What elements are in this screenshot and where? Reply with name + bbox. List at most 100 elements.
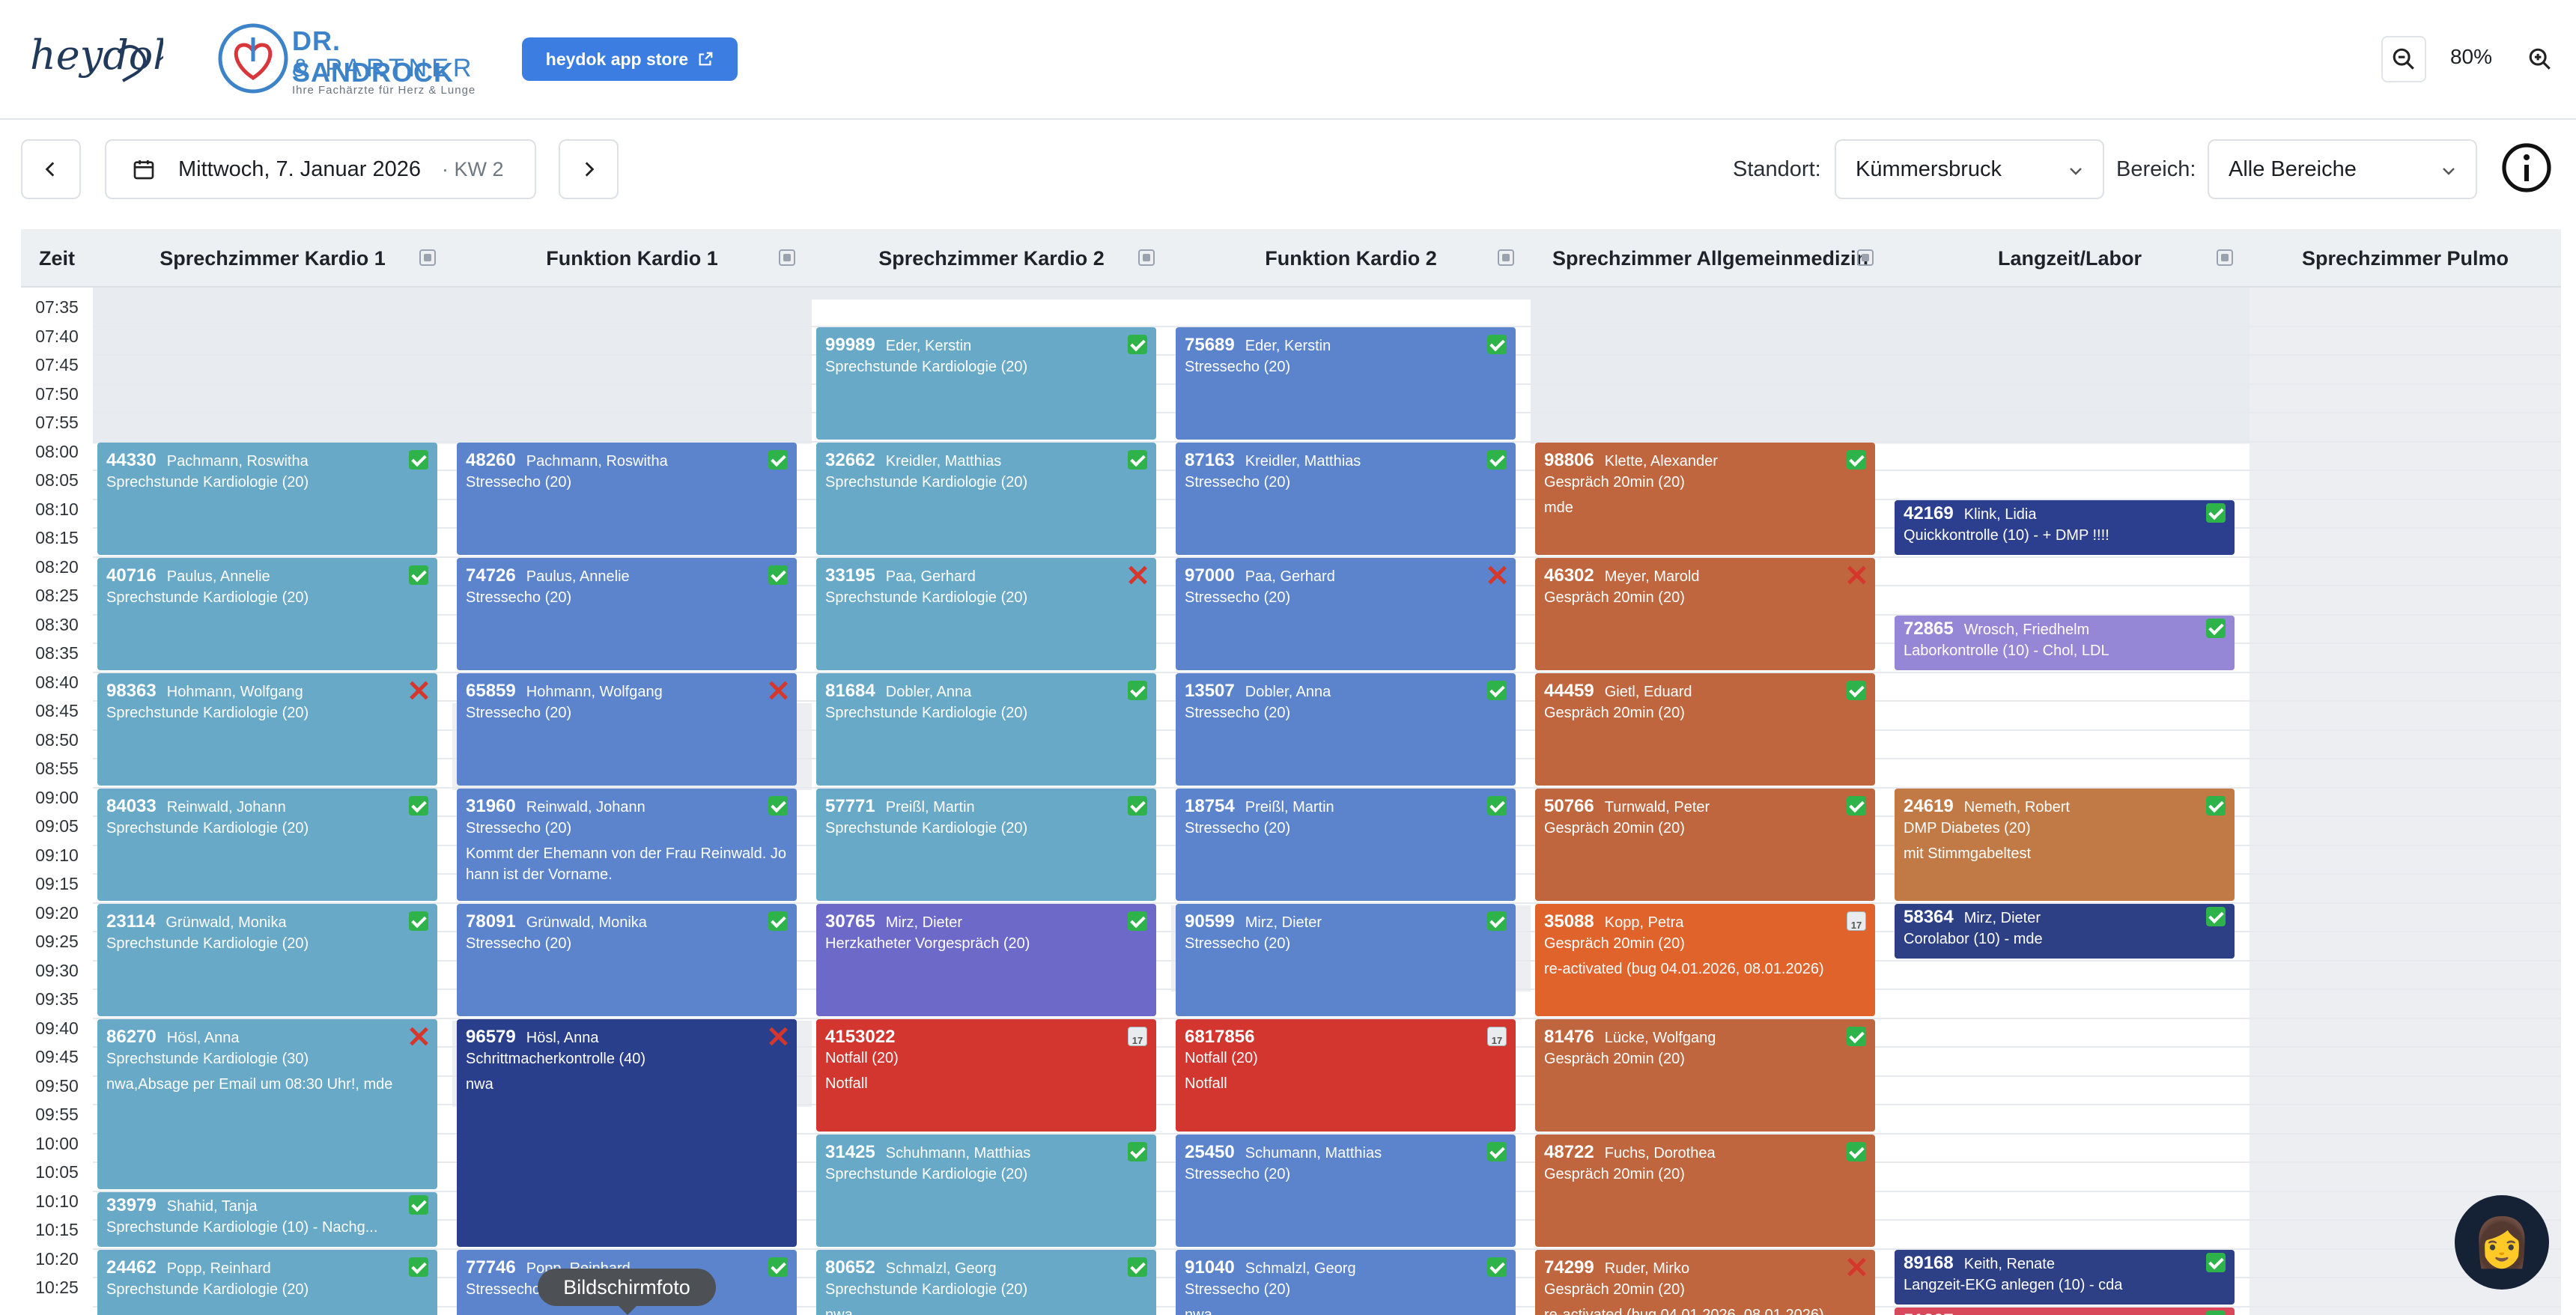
- checkmark-icon[interactable]: [2206, 1252, 2226, 1272]
- appointment-card[interactable]: 65859 Hohmann, Wolfgang Stressecho (20): [457, 672, 797, 786]
- appointment-card[interactable]: 98806 Klette, Alexander Gespräch 20min (20…: [1535, 442, 1875, 555]
- column-header-1[interactable]: Sprechzimmer Kardio 1: [93, 229, 452, 288]
- zoom-out-button[interactable]: [2381, 36, 2426, 82]
- checkmark-icon[interactable]: [2206, 906, 2226, 926]
- cancelled-x-icon[interactable]: [1487, 565, 1507, 585]
- checkmark-icon[interactable]: [2206, 502, 2226, 523]
- zoom-in-button[interactable]: [2518, 36, 2563, 82]
- checkmark-icon[interactable]: [768, 565, 788, 585]
- column-header-7[interactable]: Sprechzimmer Pulmo: [2301, 246, 2509, 270]
- checkmark-icon[interactable]: [1128, 1257, 1147, 1277]
- checkmark-icon[interactable]: [409, 1194, 428, 1215]
- appointment-card[interactable]: 24619 Nemeth, Robert DMP Diabetes (20) mit …: [1895, 788, 2235, 901]
- appointment-card[interactable]: 74726 Paulus, Annelie Stressecho (20): [457, 557, 797, 670]
- appointment-card[interactable]: 99989 Eder, Kerstin Sprechstunde Kardiolog…: [816, 327, 1156, 440]
- checkmark-icon[interactable]: [768, 1257, 788, 1277]
- checkmark-icon[interactable]: [1487, 1257, 1507, 1277]
- appointment-card[interactable]: 90599 Mirz, Dieter Stressecho (20): [1176, 903, 1516, 1016]
- checkmark-icon[interactable]: [768, 449, 788, 470]
- checkmark-icon[interactable]: [1487, 334, 1507, 354]
- column-pin-icon[interactable]: [1498, 249, 1514, 266]
- appointment-card[interactable]: 72865 Wrosch, Friedhelm Laborkontrolle (10…: [1895, 615, 2235, 670]
- column-header-3[interactable]: Sprechzimmer Kardio 2: [812, 229, 1171, 288]
- checkmark-icon[interactable]: [409, 911, 428, 931]
- column-pin-icon[interactable]: [1857, 249, 1874, 266]
- checkmark-icon[interactable]: [1128, 795, 1147, 816]
- appointment-card[interactable]: 33979 Shahid, Tanja Sprechstunde Kardiolog…: [97, 1191, 437, 1247]
- checkmark-icon[interactable]: [409, 449, 428, 470]
- checkmark-icon[interactable]: [1847, 449, 1866, 470]
- appointment-card[interactable]: 91040 Schmalzl, Georg Stressecho (20) nwa: [1176, 1249, 1516, 1315]
- appointment-card[interactable]: 44459 Gietl, Eduard Gespräch 20min (20): [1535, 672, 1875, 786]
- column-pin-icon[interactable]: [1138, 249, 1155, 266]
- next-day-button[interactable]: [559, 139, 619, 199]
- appointment-card[interactable]: 96579 Hösl, Anna Schrittmacherkontrolle (4…: [457, 1018, 797, 1247]
- bereich-select[interactable]: Alle Bereiche: [2208, 139, 2477, 199]
- app-store-button[interactable]: heydok app store: [522, 37, 738, 81]
- column-header-6[interactable]: Langzeit/Labor: [1890, 229, 2250, 288]
- previous-day-button[interactable]: [21, 139, 81, 199]
- appointment-card[interactable]: 48260 Pachmann, Roswitha Stressecho (20): [457, 442, 797, 555]
- column-header-5[interactable]: Sprechzimmer Allgemeinmedizin: [1531, 229, 1890, 288]
- appointment-card[interactable]: 33195 Paa, Gerhard Sprechstunde Kardiologi…: [816, 557, 1156, 670]
- date-picker[interactable]: Mittwoch, 7. Januar 2026 · KW 2: [105, 139, 536, 199]
- checkmark-icon[interactable]: [1487, 911, 1507, 931]
- cancelled-x-icon[interactable]: [1847, 565, 1866, 585]
- column-header-2[interactable]: Funktion Kardio 1: [452, 229, 812, 288]
- checkmark-icon[interactable]: [1487, 680, 1507, 700]
- checkmark-icon[interactable]: [2206, 1310, 2226, 1315]
- standort-select[interactable]: Kümmersbruck: [1835, 139, 2104, 199]
- column-pin-icon[interactable]: [2217, 249, 2233, 266]
- checkmark-icon[interactable]: [1128, 1141, 1147, 1161]
- checkmark-icon[interactable]: [1128, 449, 1147, 470]
- appointment-card[interactable]: 80652 Schmalzl, Georg Sprechstunde Kardiol…: [816, 1249, 1156, 1315]
- cancelled-x-icon[interactable]: [409, 1027, 428, 1046]
- appointment-card[interactable]: 74299 Ruder, Mirko Gespräch 20min (20) re-a…: [1535, 1249, 1875, 1315]
- appointment-card[interactable]: 23114 Grünwald, Monika Sprechstunde Kardio…: [97, 903, 437, 1016]
- checkmark-icon[interactable]: [409, 565, 428, 585]
- checkmark-icon[interactable]: [1847, 795, 1866, 816]
- checkmark-icon[interactable]: [2206, 795, 2226, 816]
- appointment-card[interactable]: 81476 Lücke, Wolfgang Gespräch 20min (20): [1535, 1018, 1875, 1132]
- column-pin-icon[interactable]: [419, 249, 436, 266]
- appointment-card[interactable]: 75689 Eder, Kerstin Stressecho (20): [1176, 327, 1516, 440]
- appointment-card[interactable]: 40716 Paulus, Annelie Sprechstunde Kardiol…: [97, 557, 437, 670]
- checkmark-icon[interactable]: [1847, 1026, 1866, 1046]
- appointment-card[interactable]: 42169 Klink, Lidia Quickkontrolle (10) - +…: [1895, 499, 2235, 555]
- checkmark-icon[interactable]: [1487, 795, 1507, 816]
- checkmark-icon[interactable]: [768, 911, 788, 931]
- appointment-card[interactable]: 31960 Reinwald, Johann Stressecho (20) Komm…: [457, 788, 797, 901]
- checkmark-icon[interactable]: [1128, 911, 1147, 931]
- info-icon[interactable]: [2501, 142, 2552, 193]
- checkmark-icon[interactable]: [768, 795, 788, 816]
- appointment-card[interactable]: 25450 Schumann, Matthias Stressecho (20): [1176, 1134, 1516, 1247]
- appointment-card[interactable]: 50766 Turnwald, Peter Gespräch 20min (20): [1535, 788, 1875, 901]
- calendar-icon[interactable]: [1128, 1026, 1147, 1051]
- appointment-card[interactable]: 98363 Hohmann, Wolfgang Sprechstunde Kardi…: [97, 672, 437, 786]
- appointment-card[interactable]: 84033 Reinwald, Johann Sprechstunde Kardio…: [97, 788, 437, 901]
- heydok-logo[interactable]: heydok: [28, 22, 177, 97]
- cancelled-x-icon[interactable]: [768, 681, 788, 700]
- appointment-card[interactable]: 58364 Mirz, Dieter Corolabor (10) - mde: [1895, 903, 2235, 959]
- appointment-card[interactable]: 46302 Meyer, Marold Gespräch 20min (20): [1535, 557, 1875, 670]
- column-pin-icon[interactable]: [779, 249, 795, 266]
- checkmark-icon[interactable]: [1847, 1141, 1866, 1161]
- appointment-card[interactable]: 30765 Mirz, Dieter Herzkatheter Vorgespräc…: [816, 903, 1156, 1016]
- checkmark-icon[interactable]: [409, 795, 428, 816]
- column-header-4[interactable]: Funktion Kardio 2: [1171, 229, 1531, 288]
- cancelled-x-icon[interactable]: [768, 1027, 788, 1046]
- appointment-card[interactable]: 81684 Dobler, Anna Sprechstunde Kardiologi…: [816, 672, 1156, 786]
- cancelled-x-icon[interactable]: [1128, 565, 1147, 585]
- appointment-card[interactable]: 31425 Schuhmann, Matthias Sprechstunde Kar…: [816, 1134, 1156, 1247]
- appointment-card[interactable]: 57771 Preißl, Martin Sprechstunde Kardiolo…: [816, 788, 1156, 901]
- appointment-card[interactable]: 24462 Popp, Reinhard Sprechstunde Kardiolo…: [97, 1249, 437, 1315]
- appointment-card[interactable]: 32662 Kreidler, Matthias Sprechstunde Kard…: [816, 442, 1156, 555]
- appointment-card[interactable]: 78091 Grünwald, Monika Stressecho (20): [457, 903, 797, 1016]
- checkmark-icon[interactable]: [1487, 449, 1507, 470]
- appointment-card[interactable]: 87163 Kreidler, Matthias Stressecho (20): [1176, 442, 1516, 555]
- calendar-icon[interactable]: [1847, 911, 1866, 936]
- appointment-card[interactable]: 86270 Hösl, Anna Sprechstunde Kardiologie …: [97, 1018, 437, 1189]
- checkmark-icon[interactable]: [409, 1257, 428, 1277]
- appointment-card[interactable]: 4153022 Notfall (20) Notfall: [816, 1018, 1156, 1132]
- cancelled-x-icon[interactable]: [409, 681, 428, 700]
